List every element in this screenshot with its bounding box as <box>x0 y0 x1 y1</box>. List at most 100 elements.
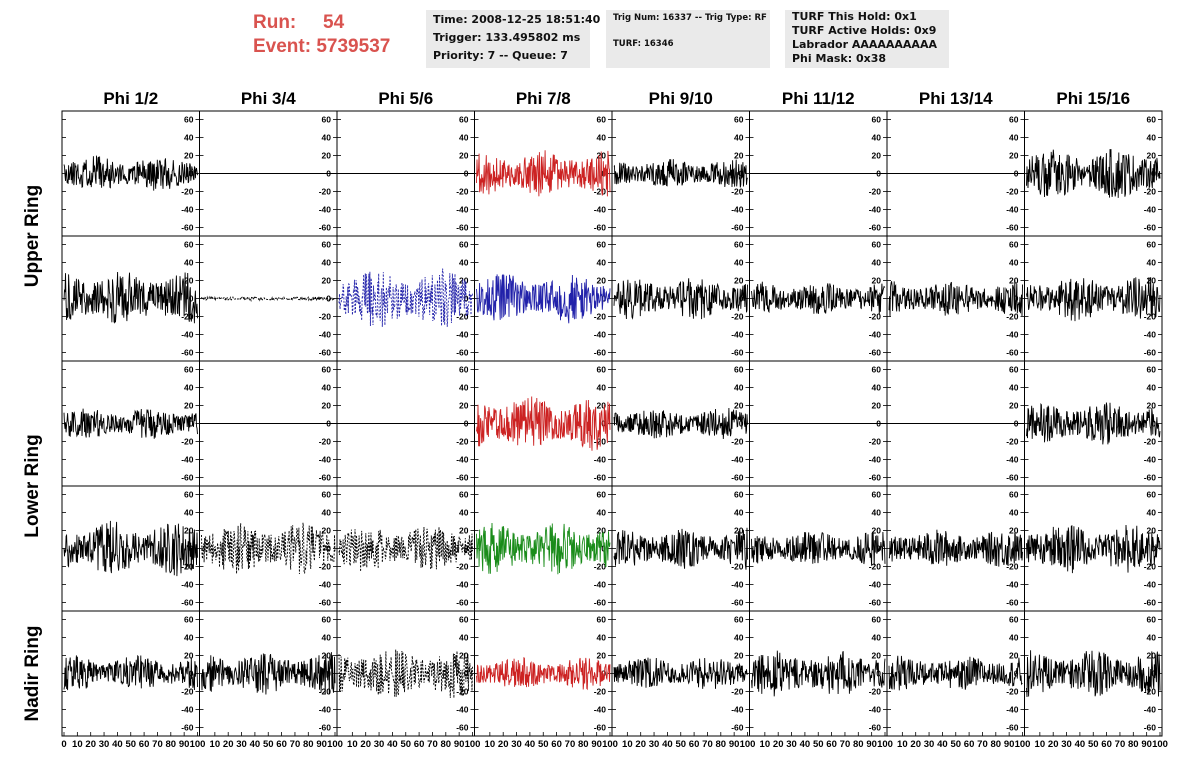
y-tick-label: 60 <box>459 115 469 125</box>
waveform-trace <box>613 527 748 570</box>
x-tick-label: 100 <box>740 739 756 750</box>
y-tick-label: 20 <box>184 151 194 161</box>
y-tick-label: 20 <box>734 651 744 661</box>
y-tick-label: 40 <box>322 258 332 268</box>
waveform-trace <box>888 655 1023 691</box>
y-tick-label: 20 <box>1147 151 1157 161</box>
y-tick-label: -20 <box>319 562 332 572</box>
phi-mask-text: Phi Mask: 0x38 <box>792 52 887 65</box>
y-tick-label: -20 <box>869 312 882 322</box>
y-tick-label: 20 <box>322 401 332 411</box>
column-header: Phi 3/4 <box>241 89 296 108</box>
y-tick-label: 60 <box>872 490 882 500</box>
y-tick-label: -40 <box>456 455 469 465</box>
y-tick-label: 40 <box>872 383 882 393</box>
waveform-trace <box>338 268 473 327</box>
turf-active-holds-text: TURF Active Holds: 0x9 <box>792 24 937 37</box>
y-tick-label: -40 <box>1006 455 1019 465</box>
x-tick-label: 80 <box>303 739 314 750</box>
y-tick-label: 0 <box>601 294 606 304</box>
x-tick-label: 70 <box>702 739 713 750</box>
y-tick-label: 60 <box>734 240 744 250</box>
y-tick-label: -60 <box>319 223 332 233</box>
y-tick-label: -60 <box>456 473 469 483</box>
y-tick-label: 40 <box>872 258 882 268</box>
waveform-trace <box>1026 650 1161 698</box>
y-tick-label: 0 <box>326 294 331 304</box>
y-tick-label: -40 <box>456 705 469 715</box>
x-tick-label: 70 <box>1115 739 1126 750</box>
y-tick-label: -40 <box>181 580 194 590</box>
y-tick-label: 60 <box>459 490 469 500</box>
priority-queue-text: Priority: 7 -- Queue: 7 <box>433 49 568 62</box>
y-tick-label: 60 <box>184 115 194 125</box>
x-tick-label: 60 <box>414 739 425 750</box>
y-tick-label: -60 <box>319 723 332 733</box>
y-tick-label: 60 <box>322 615 332 625</box>
event-label: Event: <box>253 36 312 57</box>
x-tick-label: 30 <box>649 739 660 750</box>
y-tick-label: 20 <box>734 526 744 536</box>
y-tick-label: -20 <box>731 687 744 697</box>
waveform-trace <box>476 657 611 691</box>
y-tick-label: 40 <box>322 133 332 143</box>
waveform-trace <box>476 273 611 324</box>
x-tick-label: 10 <box>485 739 496 750</box>
x-tick-label: 60 <box>1101 739 1112 750</box>
x-tick-label: 70 <box>290 739 301 750</box>
x-tick-label: 20 <box>773 739 784 750</box>
y-tick-label: -60 <box>456 723 469 733</box>
y-tick-label: 20 <box>597 526 607 536</box>
y-tick-label: 60 <box>1147 115 1157 125</box>
y-tick-label: 40 <box>322 633 332 643</box>
x-tick-label: 40 <box>937 739 948 750</box>
x-tick-label: 50 <box>538 739 549 750</box>
y-tick-label: 40 <box>1147 508 1157 518</box>
x-tick-label: 90 <box>729 739 740 750</box>
x-tick-label: 10 <box>897 739 908 750</box>
x-tick-label: 40 <box>525 739 536 750</box>
y-tick-label: -60 <box>456 348 469 358</box>
y-tick-label: 20 <box>459 151 469 161</box>
x-tick-label: 30 <box>236 739 247 750</box>
y-tick-label: -40 <box>456 330 469 340</box>
y-tick-label: 0 <box>876 544 881 554</box>
y-tick-label: 40 <box>459 383 469 393</box>
y-tick-label: 20 <box>734 401 744 411</box>
y-tick-label: 60 <box>1147 615 1157 625</box>
y-tick-label: -60 <box>181 473 194 483</box>
y-tick-label: 40 <box>459 258 469 268</box>
y-tick-label: -20 <box>1006 562 1019 572</box>
y-tick-label: 60 <box>734 365 744 375</box>
y-tick-label: -20 <box>731 437 744 447</box>
waveform-trace <box>63 520 198 577</box>
y-tick-label: -20 <box>869 687 882 697</box>
y-tick-label: -20 <box>731 562 744 572</box>
y-tick-label: 40 <box>322 383 332 393</box>
y-tick-label: -20 <box>181 187 194 197</box>
y-tick-label: 40 <box>184 508 194 518</box>
y-tick-label: 40 <box>734 258 744 268</box>
y-tick-label: 40 <box>597 133 607 143</box>
y-tick-label: 20 <box>597 401 607 411</box>
y-tick-label: -60 <box>1006 723 1019 733</box>
waveform-trace <box>63 408 198 439</box>
y-tick-label: -20 <box>319 187 332 197</box>
y-tick-label: -20 <box>181 562 194 572</box>
y-tick-label: -20 <box>456 187 469 197</box>
y-tick-label: 40 <box>1009 633 1019 643</box>
y-tick-label: 40 <box>1009 508 1019 518</box>
turf-this-hold-text: TURF This Hold: 0x1 <box>792 10 917 23</box>
y-tick-label: 60 <box>322 365 332 375</box>
